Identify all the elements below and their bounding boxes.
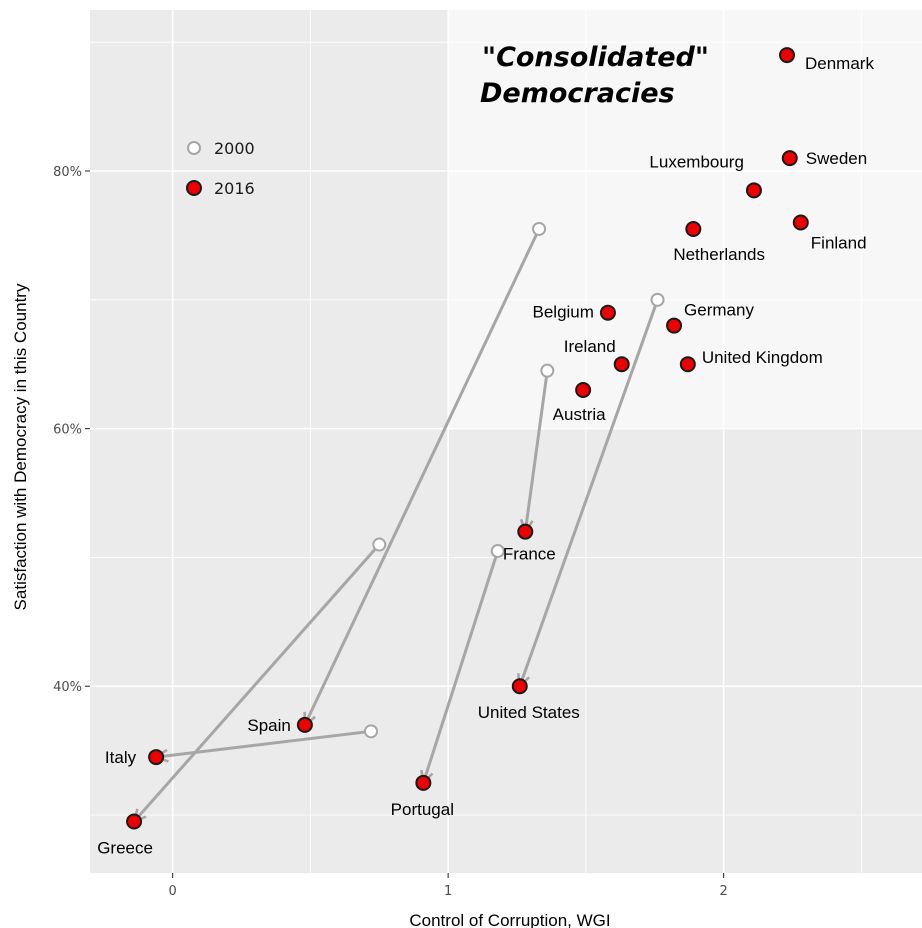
point-2000-united-states — [650, 292, 665, 307]
label-united-states: United States — [478, 703, 580, 722]
y-tick-label: 40% — [53, 680, 82, 695]
legend-key-2016 — [186, 180, 202, 196]
legend-label-2000: 2000 — [214, 139, 255, 158]
label-belgium: Belgium — [533, 303, 594, 322]
point-2016-united-states — [511, 678, 528, 695]
grid — [90, 10, 922, 873]
country-labels: Denmark Sweden Luxembourg Finland Netherland… — [97, 54, 874, 857]
arrow-greece — [134, 543, 381, 822]
x-axis-title: Control of Corruption, WGI — [409, 911, 610, 928]
region-title-line1: "Consolidated" — [482, 42, 709, 73]
point-2016-sweden — [781, 150, 798, 167]
label-sweden: Sweden — [806, 149, 867, 168]
point-2016-greece — [126, 813, 143, 830]
x-tick-label: 0 — [169, 884, 177, 899]
label-denmark: Denmark — [805, 54, 874, 73]
point-2000-france — [540, 363, 555, 378]
arrow-italy — [156, 729, 372, 757]
label-france: France — [503, 545, 556, 564]
label-italy: Italy — [105, 748, 137, 767]
label-ireland: Ireland — [564, 337, 616, 356]
point-2016-united-kingdom — [679, 356, 696, 373]
point-2016-portugal — [415, 774, 432, 791]
x-tick-label: 1 — [444, 884, 452, 899]
x-tick-label: 2 — [720, 884, 728, 899]
label-greece: Greece — [97, 838, 153, 857]
axes: 0 1 2 40% 60% 80% — [53, 165, 728, 899]
change-arrows — [134, 228, 659, 822]
point-2000-italy — [364, 724, 379, 739]
point-2000-greece — [372, 537, 387, 552]
label-germany: Germany — [684, 301, 754, 320]
point-2016-ireland — [613, 356, 630, 373]
legend: 2000 2016 — [186, 139, 255, 198]
point-2016-netherlands — [685, 220, 702, 237]
region-title-line2: Democracies — [480, 78, 675, 109]
arrow-united-states — [520, 299, 659, 686]
label-portugal: Portugal — [391, 800, 454, 819]
arrow-portugal — [423, 550, 500, 783]
point-2016-luxembourg — [745, 182, 762, 199]
label-spain: Spain — [247, 716, 290, 735]
y-tick-label: 60% — [53, 423, 82, 438]
legend-label-2016: 2016 — [214, 179, 255, 198]
legend-key-2000 — [187, 141, 201, 155]
label-luxembourg: Luxembourg — [649, 152, 744, 171]
point-2016-france — [517, 523, 534, 540]
label-united-kingdom: United Kingdom — [702, 348, 823, 367]
point-2016-italy — [148, 749, 165, 766]
arrow-spain — [305, 228, 541, 725]
arrow-france — [525, 370, 549, 532]
point-2016-belgium — [599, 304, 616, 321]
point-2016-finland — [792, 214, 809, 231]
point-2016-denmark — [779, 47, 796, 64]
label-finland: Finland — [811, 234, 867, 253]
point-2016-austria — [575, 381, 592, 398]
region-title: "Consolidated" Democracies — [480, 42, 709, 109]
label-austria: Austria — [553, 405, 606, 424]
point-2016-germany — [666, 317, 683, 334]
data-points — [126, 47, 809, 830]
point-2000-spain — [532, 221, 547, 236]
point-2000-portugal — [490, 543, 505, 558]
label-netherlands: Netherlands — [673, 245, 765, 264]
y-axis-title: Satisfaction with Democracy in this Coun… — [11, 283, 30, 610]
y-tick-label: 80% — [53, 165, 82, 180]
point-2016-spain — [296, 716, 313, 733]
